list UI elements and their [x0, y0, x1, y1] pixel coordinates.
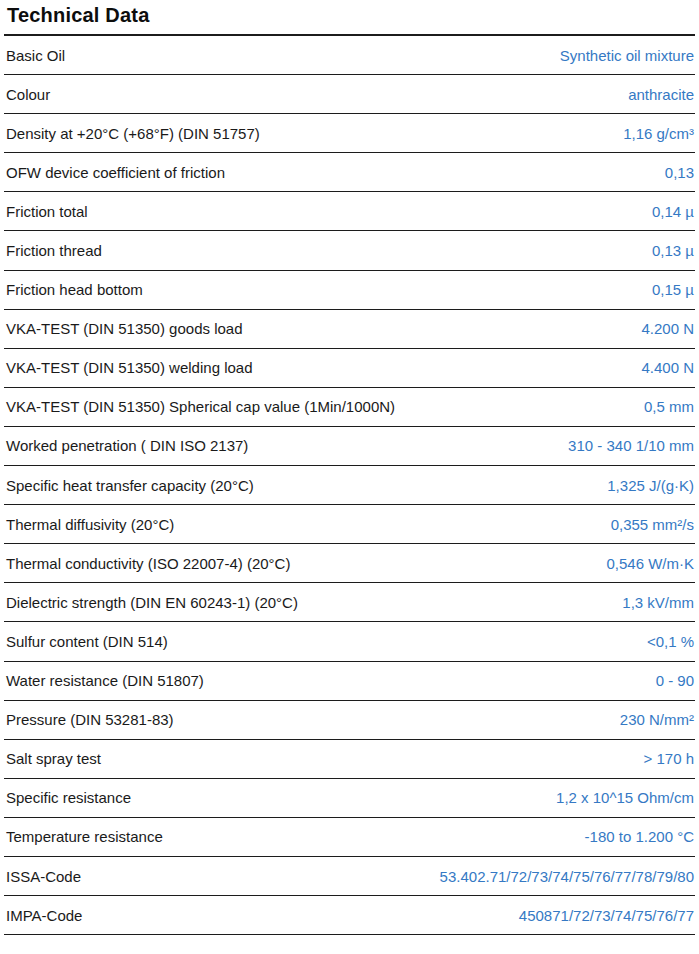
- row-value: 0,14 µ: [652, 204, 694, 219]
- table-row: Density at +20°C (+68°F) (DIN 51757) 1,1…: [4, 114, 695, 153]
- technical-data-table: Basic Oil Synthetic oil mixture Colour a…: [4, 34, 695, 935]
- row-label: Temperature resistance: [6, 829, 163, 844]
- row-label: VKA-TEST (DIN 51350) welding load: [6, 360, 253, 375]
- row-label: Thermal diffusivity (20°C): [6, 517, 174, 532]
- row-label: Dielectric strength (DIN EN 60243-1) (20…: [6, 595, 298, 610]
- row-value: 1,3 kV/mm: [622, 595, 694, 610]
- row-value: 4.400 N: [641, 360, 694, 375]
- row-label: ISSA-Code: [6, 869, 81, 884]
- row-label: Water resistance (DIN 51807): [6, 673, 204, 688]
- table-row: Dielectric strength (DIN EN 60243-1) (20…: [4, 583, 695, 622]
- table-row: IMPA-Code 450871/72/73/74/75/76/77: [4, 896, 695, 935]
- row-label: Colour: [6, 87, 50, 102]
- row-value: 0,355 mm²/s: [611, 517, 694, 532]
- row-value: 0,13: [665, 165, 694, 180]
- table-row: Pressure (DIN 53281-83) 230 N/mm²: [4, 701, 695, 740]
- row-label: Thermal conductivity (ISO 22007-4) (20°C…: [6, 556, 290, 571]
- table-row: VKA-TEST (DIN 51350) goods load 4.200 N: [4, 310, 695, 349]
- row-label: Worked penetration ( DIN ISO 2137): [6, 438, 248, 453]
- table-row: ISSA-Code 53.402.71/72/73/74/75/76/77/78…: [4, 857, 695, 896]
- row-value: 1,16 g/cm³: [623, 126, 694, 141]
- row-value: 230 N/mm²: [620, 712, 694, 727]
- row-value: 1,325 J/(g·K): [607, 478, 694, 493]
- table-row: Friction total 0,14 µ: [4, 192, 695, 231]
- table-row: VKA-TEST (DIN 51350) Spherical cap value…: [4, 388, 695, 427]
- row-value: <0,1 %: [647, 634, 694, 649]
- row-label: Sulfur content (DIN 514): [6, 634, 168, 649]
- table-row: Friction thread 0,13 µ: [4, 231, 695, 270]
- row-label: Friction thread: [6, 243, 102, 258]
- row-label: Specific heat transfer capacity (20°C): [6, 478, 254, 493]
- page-title: Technical Data: [4, 0, 695, 34]
- row-label: Density at +20°C (+68°F) (DIN 51757): [6, 126, 260, 141]
- row-value: -180 to 1.200 °C: [585, 829, 694, 844]
- table-row: Friction head bottom 0,15 µ: [4, 271, 695, 310]
- row-label: Basic Oil: [6, 48, 65, 63]
- table-row: Temperature resistance -180 to 1.200 °C: [4, 818, 695, 857]
- table-row: Specific heat transfer capacity (20°C) 1…: [4, 466, 695, 505]
- table-row: Thermal diffusivity (20°C) 0,355 mm²/s: [4, 505, 695, 544]
- row-value: 310 - 340 1/10 mm: [568, 438, 694, 453]
- row-value: 1,2 x 10^15 Ohm/cm: [556, 790, 694, 805]
- row-value: 0,13 µ: [652, 243, 694, 258]
- table-row: Water resistance (DIN 51807) 0 - 90: [4, 662, 695, 701]
- table-row: Colour anthracite: [4, 75, 695, 114]
- row-value: 4.200 N: [641, 321, 694, 336]
- table-row: Thermal conductivity (ISO 22007-4) (20°C…: [4, 544, 695, 583]
- row-value: 0,5 mm: [644, 399, 694, 414]
- row-value: 53.402.71/72/73/74/75/76/77/78/79/80: [440, 869, 694, 884]
- technical-data-sheet: Technical Data Basic Oil Synthetic oil m…: [0, 0, 699, 954]
- row-value: anthracite: [628, 87, 694, 102]
- table-row: Salt spray test > 170 h: [4, 740, 695, 779]
- table-row: Worked penetration ( DIN ISO 2137) 310 -…: [4, 427, 695, 466]
- table-row: VKA-TEST (DIN 51350) welding load 4.400 …: [4, 349, 695, 388]
- row-value: 0,546 W/m·K: [606, 556, 694, 571]
- table-row: Sulfur content (DIN 514) <0,1 %: [4, 622, 695, 661]
- row-value: Synthetic oil mixture: [560, 48, 694, 63]
- table-row: Specific resistance 1,2 x 10^15 Ohm/cm: [4, 779, 695, 818]
- table-row: OFW device coefficient of friction 0,13: [4, 153, 695, 192]
- row-value: 0,15 µ: [652, 282, 694, 297]
- row-value: > 170 h: [644, 751, 694, 766]
- row-label: VKA-TEST (DIN 51350) Spherical cap value…: [6, 399, 395, 414]
- row-label: Salt spray test: [6, 751, 101, 766]
- row-label: IMPA-Code: [6, 908, 82, 923]
- row-label: Friction head bottom: [6, 282, 143, 297]
- row-label: Friction total: [6, 204, 88, 219]
- table-row: Basic Oil Synthetic oil mixture: [4, 36, 695, 75]
- row-label: VKA-TEST (DIN 51350) goods load: [6, 321, 243, 336]
- row-label: Pressure (DIN 53281-83): [6, 712, 174, 727]
- row-label: OFW device coefficient of friction: [6, 165, 225, 180]
- row-value: 450871/72/73/74/75/76/77: [519, 908, 694, 923]
- row-label: Specific resistance: [6, 790, 131, 805]
- row-value: 0 - 90: [656, 673, 694, 688]
